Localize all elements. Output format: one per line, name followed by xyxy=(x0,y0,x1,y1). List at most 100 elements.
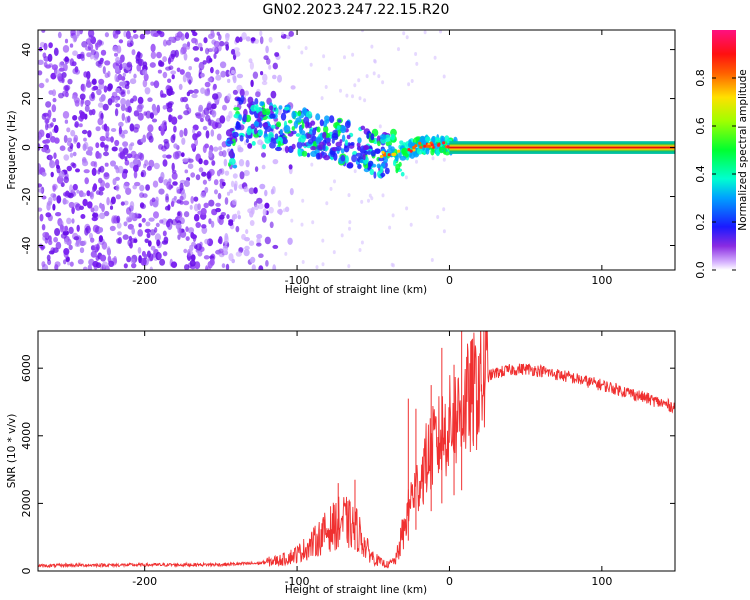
noise-dot xyxy=(112,45,119,52)
signal-blob xyxy=(301,122,305,129)
noise-dot xyxy=(59,224,64,233)
noise-dot xyxy=(235,225,240,233)
noise-dot xyxy=(107,83,113,91)
noise-dot xyxy=(123,221,128,227)
signal-blob xyxy=(347,142,351,147)
noise-dot xyxy=(219,214,225,220)
noise-dot xyxy=(157,69,162,74)
noise-dot xyxy=(283,208,286,213)
noise-dot xyxy=(192,128,196,134)
noise-dot xyxy=(67,261,71,266)
noise-dot xyxy=(52,193,57,202)
signal-blob xyxy=(255,103,259,111)
noise-dot xyxy=(212,85,216,91)
noise-dot xyxy=(144,238,149,244)
noise-dot xyxy=(236,210,241,216)
snr-xlabel: Height of straight line (km) xyxy=(285,584,427,596)
noise-dot xyxy=(153,32,159,38)
noise-dot xyxy=(223,250,229,256)
noise-dot xyxy=(66,127,71,133)
noise-dot xyxy=(112,30,117,38)
x-tick-label: -100 xyxy=(285,274,310,287)
noise-dot xyxy=(248,187,255,195)
noise-dot xyxy=(87,264,92,270)
noise-dot xyxy=(38,207,43,212)
noise-dot xyxy=(66,140,72,147)
noise-dot xyxy=(197,210,203,215)
noise-dot xyxy=(268,64,272,70)
noise-dot xyxy=(86,190,91,197)
noise-dot xyxy=(145,184,151,191)
noise-dot xyxy=(93,161,98,168)
noise-dot xyxy=(198,158,203,165)
noise-dot xyxy=(208,199,215,207)
noise-dot xyxy=(115,103,121,108)
noise-dot xyxy=(211,32,215,38)
noise-dot xyxy=(159,61,165,67)
noise-dot xyxy=(99,57,104,63)
noise-dot xyxy=(222,104,227,111)
noise-dot xyxy=(173,143,178,149)
noise-dot xyxy=(254,91,261,98)
noise-dot xyxy=(92,183,98,192)
colorbar-tick-label: 0.0 xyxy=(694,261,707,279)
noise-dot xyxy=(269,221,274,229)
noise-dot xyxy=(191,37,197,44)
noise-dot xyxy=(178,83,183,90)
noise-dot xyxy=(253,204,259,211)
noise-dot xyxy=(74,121,79,128)
signal-blob xyxy=(339,139,343,144)
noise-dot xyxy=(63,248,70,255)
x-tick-label: 100 xyxy=(591,274,612,287)
noise-dot xyxy=(79,93,86,100)
signal-hotspot xyxy=(409,149,413,153)
noise-dot xyxy=(73,35,78,42)
signal-blob xyxy=(307,138,314,145)
signal-blob xyxy=(277,140,281,147)
signal-blob xyxy=(257,117,262,123)
noise-dot xyxy=(207,118,212,126)
noise-dot xyxy=(90,237,95,243)
noise-dot xyxy=(72,50,78,56)
noise-dot xyxy=(69,43,74,48)
noise-dot xyxy=(227,93,232,101)
signal-blob xyxy=(231,131,239,138)
noise-dot xyxy=(197,42,203,49)
noise-dot xyxy=(120,104,126,112)
noise-dot xyxy=(195,174,201,181)
signal-blob xyxy=(293,120,299,129)
signal-blob xyxy=(302,107,307,115)
noise-dot xyxy=(204,186,209,194)
noise-dot xyxy=(309,62,313,67)
signal-blob xyxy=(395,163,401,171)
noise-dot xyxy=(80,192,87,197)
noise-dot xyxy=(189,244,194,252)
noise-dot xyxy=(151,197,156,203)
noise-dot xyxy=(54,261,61,268)
noise-dot xyxy=(226,191,231,196)
noise-dot xyxy=(248,240,255,246)
signal-blob xyxy=(229,150,234,159)
noise-dot xyxy=(170,50,177,58)
signal-hotspot xyxy=(418,141,422,145)
noise-dot xyxy=(228,219,234,224)
noise-dot xyxy=(166,39,172,46)
noise-dot xyxy=(91,91,95,99)
noise-dot xyxy=(167,204,171,211)
noise-dot xyxy=(353,169,357,174)
spectrogram-xlabel: Height of straight line (km) xyxy=(285,284,427,296)
noise-dot xyxy=(41,30,46,33)
noise-dot xyxy=(234,180,238,188)
noise-dot xyxy=(103,210,110,217)
x-tick-label: -100 xyxy=(285,575,310,588)
signal-blob xyxy=(325,118,330,124)
noise-dot xyxy=(69,152,74,158)
noise-dot xyxy=(83,266,88,270)
noise-dot xyxy=(190,234,197,240)
noise-dot xyxy=(84,99,91,107)
noise-dot xyxy=(63,238,69,245)
noise-dot xyxy=(124,159,130,166)
